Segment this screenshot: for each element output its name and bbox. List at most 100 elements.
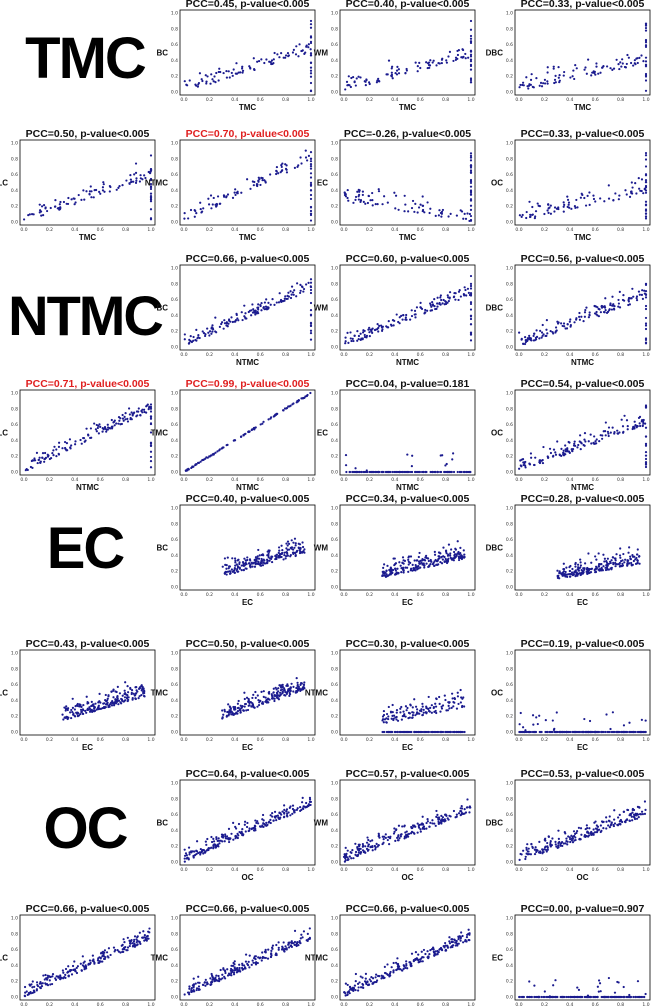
data-point — [223, 319, 226, 322]
data-point — [239, 71, 242, 74]
data-point — [399, 835, 402, 838]
data-point — [347, 199, 350, 202]
data-point — [149, 218, 153, 221]
data-point — [285, 808, 289, 811]
data-point — [571, 450, 574, 453]
data-point — [261, 179, 264, 182]
data-point — [253, 558, 256, 562]
data-point — [196, 85, 200, 88]
data-point — [92, 196, 95, 199]
y-tick-label: 0.0 — [11, 470, 18, 476]
data-point — [187, 217, 190, 220]
data-point — [565, 730, 568, 734]
data-point — [469, 53, 473, 56]
data-point — [253, 311, 256, 314]
data-point — [89, 427, 93, 430]
data-point — [197, 975, 200, 978]
data-point — [125, 179, 128, 182]
data-point — [124, 412, 127, 415]
data-point — [304, 156, 308, 159]
data-point — [354, 850, 358, 854]
data-point — [285, 692, 288, 695]
data-point — [305, 801, 308, 805]
data-point — [638, 293, 641, 296]
data-point — [619, 819, 622, 822]
data-point — [600, 820, 604, 823]
data-point — [627, 562, 631, 565]
y-tick-label: 0.4 — [506, 438, 513, 444]
data-point — [459, 546, 462, 549]
data-point — [447, 704, 450, 707]
data-point — [618, 554, 622, 557]
data-point — [605, 816, 608, 819]
y-tick-label: 0.8 — [11, 406, 18, 412]
data-point — [562, 842, 565, 845]
data-point — [394, 839, 397, 842]
data-point — [531, 205, 534, 209]
data-point — [67, 965, 70, 968]
data-point — [219, 70, 222, 74]
data-point — [221, 565, 224, 568]
data-point — [644, 154, 648, 157]
data-point — [354, 980, 357, 983]
data-point — [229, 570, 232, 573]
data-point — [615, 730, 618, 734]
y-tick-label: 0.2 — [171, 844, 178, 850]
data-point — [600, 829, 603, 833]
data-point — [299, 806, 302, 809]
y-axis-label: WM — [314, 819, 329, 828]
y-tick-label: 0.2 — [171, 454, 178, 460]
data-point — [612, 198, 615, 202]
data-point — [37, 458, 40, 462]
data-point — [440, 814, 443, 818]
data-point — [131, 945, 135, 948]
data-point — [644, 23, 648, 26]
data-point — [436, 470, 440, 474]
data-point — [135, 177, 138, 180]
data-point — [197, 851, 200, 855]
data-point — [105, 951, 109, 954]
panel-frame — [179, 389, 316, 476]
data-point — [265, 58, 268, 61]
data-point — [298, 543, 302, 546]
y-tick-label: 0.2 — [171, 569, 178, 575]
x-tick-label: 0.6 — [257, 592, 264, 598]
data-point — [574, 838, 577, 842]
data-point — [562, 453, 565, 456]
data-point — [644, 204, 648, 207]
y-tick-label: 1.0 — [171, 916, 178, 922]
data-point — [544, 848, 548, 851]
data-point — [577, 566, 580, 569]
data-point — [617, 63, 620, 66]
data-point — [595, 442, 598, 445]
data-point — [469, 178, 473, 182]
y-axis-label: BC — [156, 49, 168, 58]
data-point — [566, 448, 569, 451]
data-point — [557, 837, 560, 840]
data-point — [395, 470, 398, 474]
data-point — [288, 687, 291, 690]
data-point — [138, 940, 141, 943]
data-point — [273, 810, 277, 813]
data-point — [142, 689, 146, 692]
data-point — [106, 699, 109, 702]
data-point — [247, 700, 250, 704]
data-point — [420, 708, 423, 711]
data-point — [71, 706, 75, 709]
data-point — [55, 455, 58, 458]
data-point — [385, 721, 388, 724]
data-point — [437, 818, 440, 821]
x-tick-label: 0.6 — [97, 1002, 104, 1008]
data-point — [456, 470, 459, 474]
data-point — [228, 565, 231, 568]
data-point — [444, 698, 447, 702]
data-point — [287, 55, 290, 58]
data-point — [307, 281, 310, 284]
data-point — [149, 444, 153, 448]
data-point — [600, 563, 603, 566]
data-point — [298, 687, 301, 690]
data-point — [99, 192, 102, 195]
data-point — [148, 927, 151, 930]
data-point — [424, 470, 427, 474]
data-point — [580, 833, 583, 836]
